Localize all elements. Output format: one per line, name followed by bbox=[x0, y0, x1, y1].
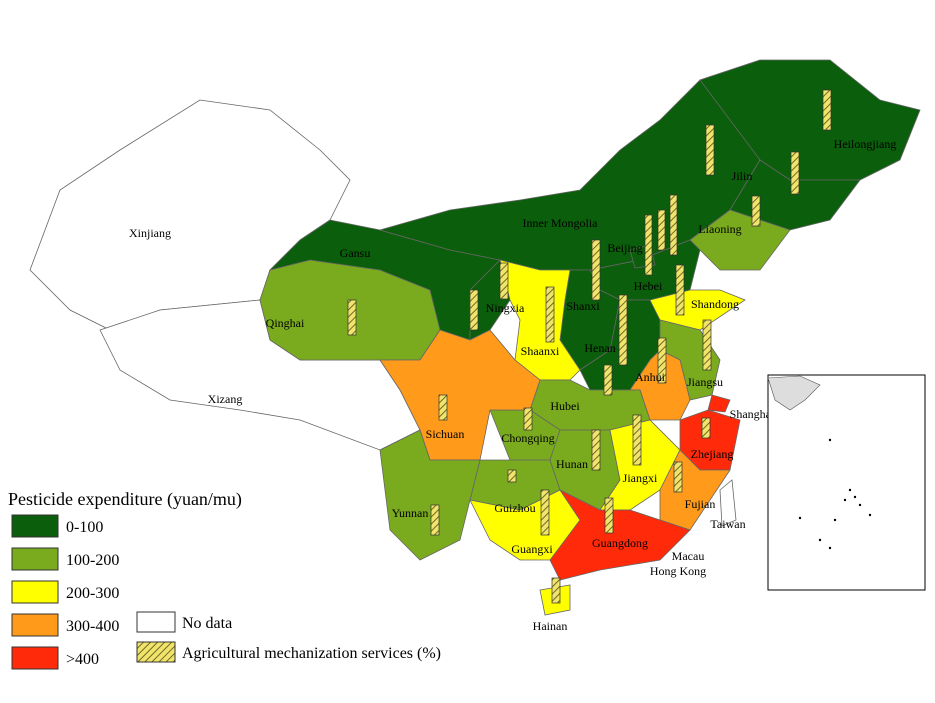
province-shape bbox=[499, 259, 581, 381]
province-label: Zhejiang bbox=[691, 447, 734, 461]
province-label: Liaoning bbox=[698, 222, 741, 236]
province-label: Xinjiang bbox=[129, 226, 171, 240]
province-label: Heilongjiang bbox=[834, 137, 897, 151]
province-label: Hong Kong bbox=[650, 564, 706, 578]
province-label: Guangxi bbox=[511, 542, 553, 556]
province-label: Qinghai bbox=[266, 316, 305, 330]
legend-swatch bbox=[11, 646, 59, 670]
province-label: Ningxia bbox=[486, 301, 525, 315]
province-label: Jilin bbox=[732, 169, 753, 183]
legend-swatch bbox=[11, 580, 59, 604]
province-label: Yunnan bbox=[392, 506, 429, 520]
legend-label: Agricultural mechanization services (%) bbox=[182, 645, 441, 662]
legend-title: Pesticide expenditure (yuan/mu) bbox=[8, 489, 242, 510]
province-label: Shandong bbox=[691, 297, 739, 311]
legend-label: 200-300 bbox=[66, 585, 119, 602]
province-label: Chongqing bbox=[501, 431, 554, 445]
province-label: Jiangsu bbox=[687, 375, 723, 389]
province-shape bbox=[549, 488, 691, 581]
province-label: Hubei bbox=[550, 399, 580, 413]
legend-swatch bbox=[11, 514, 59, 538]
province-label: Hebei bbox=[634, 279, 663, 293]
legend-swatch bbox=[11, 613, 59, 637]
province-shape bbox=[689, 209, 791, 271]
province-label: Xizang bbox=[208, 392, 243, 406]
legend-label: 300-400 bbox=[66, 618, 119, 635]
inset bbox=[767, 374, 926, 591]
province-label: Henan bbox=[584, 341, 615, 355]
province-shape bbox=[719, 479, 737, 527]
province-label: Shanghai bbox=[730, 407, 775, 421]
legend-label: No data bbox=[182, 615, 232, 632]
province-label: Jiangxi bbox=[623, 471, 658, 485]
legend-swatch bbox=[136, 611, 176, 633]
province-label: Inner Mongolia bbox=[523, 216, 599, 230]
province-label: Hunan bbox=[556, 457, 588, 471]
legend-label: 0-100 bbox=[66, 519, 103, 536]
province-label: Anhui bbox=[635, 370, 666, 384]
province-label: Guizhou bbox=[494, 501, 535, 515]
legend-swatch bbox=[11, 547, 59, 571]
province-label: Shaanxi bbox=[521, 344, 560, 358]
legend-label: >400 bbox=[66, 651, 99, 668]
province-label: Guangdong bbox=[592, 536, 648, 550]
province-label: Hainan bbox=[533, 619, 568, 633]
province-label: Gansu bbox=[340, 246, 371, 260]
province-label: Shanxi bbox=[566, 299, 600, 313]
province-label: Fujian bbox=[685, 497, 716, 511]
province-label: Beijing bbox=[607, 241, 642, 255]
province-shape bbox=[707, 394, 731, 413]
legend-swatch bbox=[136, 641, 176, 663]
legend-label: 100-200 bbox=[66, 552, 119, 569]
province-label: Macau bbox=[672, 549, 705, 563]
province-label: Sichuan bbox=[426, 427, 465, 441]
mechanization-bars bbox=[347, 89, 832, 604]
province-label: Taiwan bbox=[710, 517, 745, 531]
